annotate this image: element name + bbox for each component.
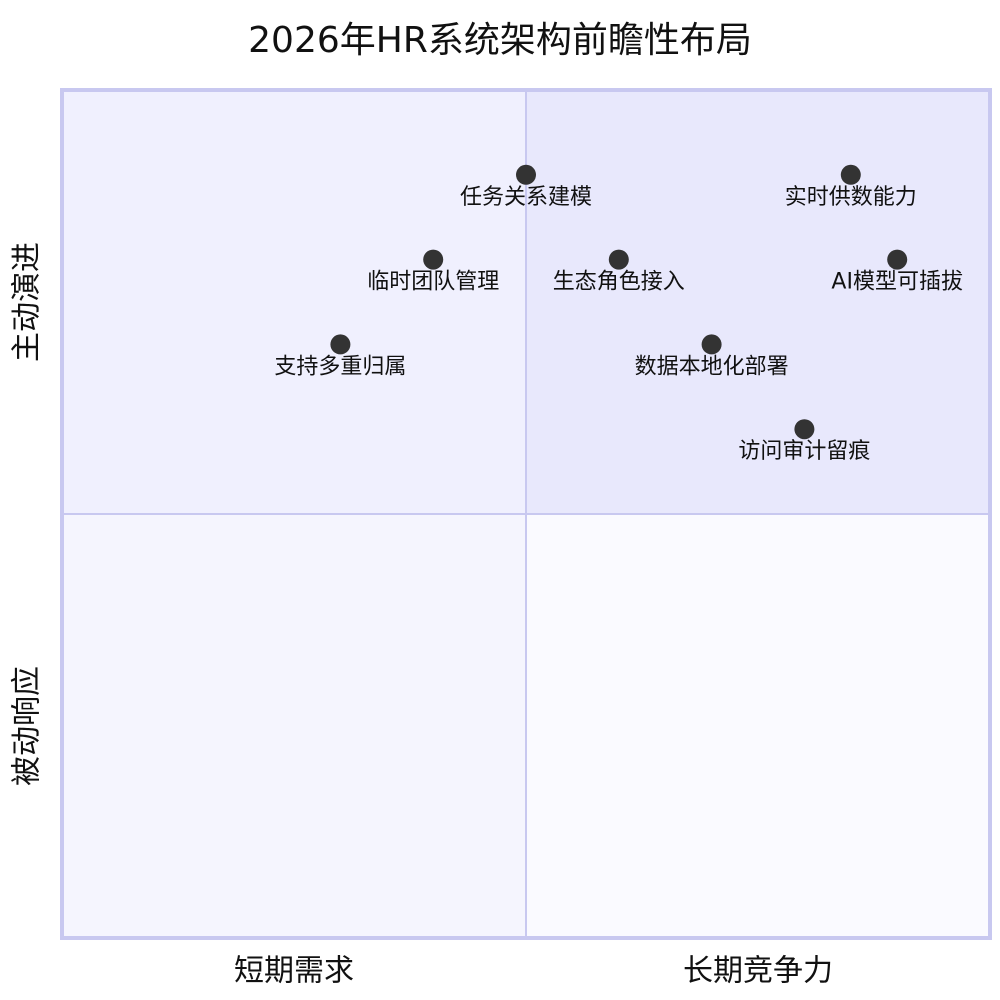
point bbox=[423, 249, 444, 270]
point bbox=[887, 249, 908, 270]
point-label: 生态角色接入 bbox=[553, 270, 685, 295]
quadrant bbox=[62, 90, 526, 514]
point bbox=[608, 249, 629, 270]
x-axis-label: 短期需求 bbox=[234, 954, 354, 989]
point-label: AI模型可插拔 bbox=[831, 270, 963, 295]
quadrant bbox=[526, 514, 990, 938]
point-label: 任务关系建模 bbox=[460, 185, 592, 210]
point bbox=[794, 419, 815, 440]
point-label: 数据本地化部署 bbox=[635, 354, 789, 379]
plot-border bbox=[60, 88, 992, 940]
y-axis-label: 被动响应 bbox=[10, 666, 45, 786]
chart-title: 2026年HR系统架构前瞻性布局 bbox=[248, 20, 752, 61]
point-label: 临时团队管理 bbox=[367, 270, 499, 295]
x-axis-label: 长期竞争力 bbox=[683, 954, 833, 989]
point bbox=[701, 334, 722, 355]
point bbox=[516, 164, 536, 185]
point-label: 实时供数能力 bbox=[785, 185, 917, 210]
point bbox=[330, 334, 351, 355]
point-label: 访问审计留痕 bbox=[738, 439, 870, 464]
point-label: 支持多重归属 bbox=[274, 354, 406, 379]
quadrant bbox=[62, 514, 526, 938]
quadrant bbox=[526, 90, 990, 514]
point bbox=[840, 164, 861, 185]
y-axis-label: 主动演进 bbox=[10, 242, 45, 362]
